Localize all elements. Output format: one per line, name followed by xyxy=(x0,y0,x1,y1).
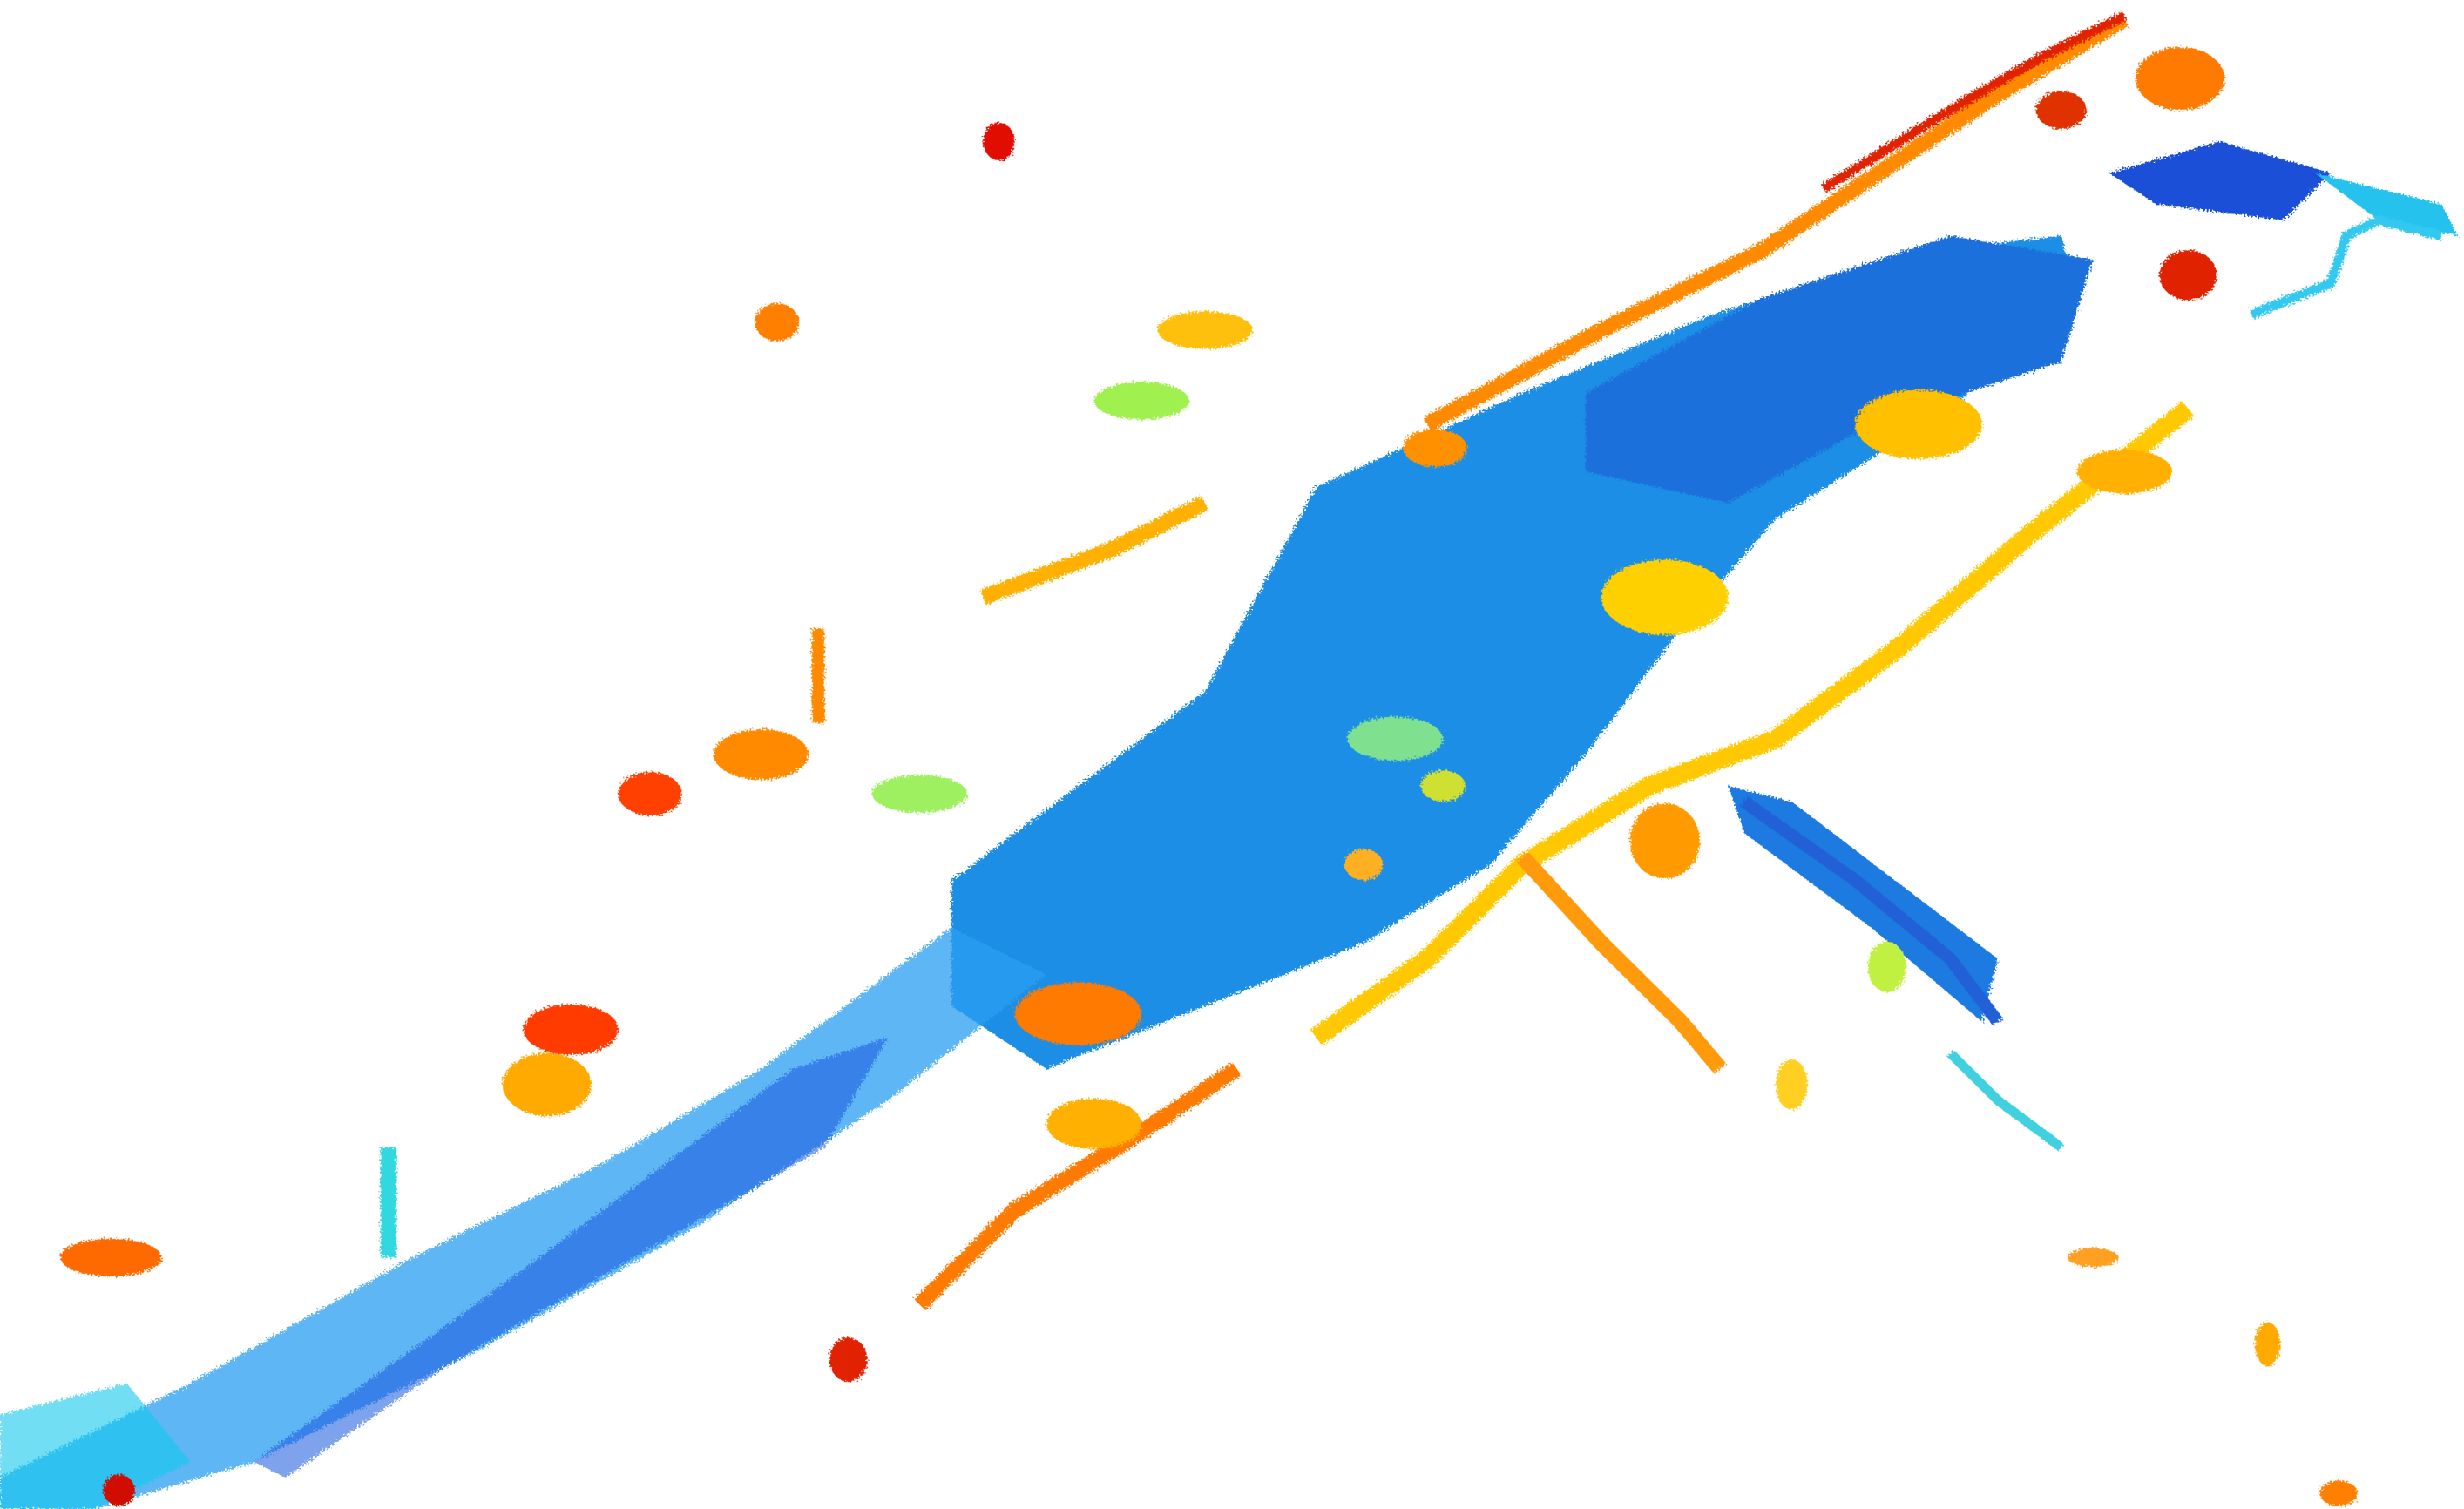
object-orange-left-1 xyxy=(713,729,809,780)
object-red-corner xyxy=(103,1474,135,1506)
curb-left-bottom xyxy=(914,1062,1242,1310)
road-upper-right xyxy=(1585,235,2094,504)
object-green-right-lower xyxy=(1867,941,1906,992)
curb-upper-long-orange xyxy=(1423,11,2129,432)
object-yellow-top-mid xyxy=(1157,311,1253,349)
objects-layer xyxy=(60,47,2359,1506)
object-orange-center-top xyxy=(1403,429,1467,467)
object-red-right xyxy=(2159,249,2217,301)
object-orange-top-left xyxy=(755,303,800,342)
curbs-layer xyxy=(914,11,2443,1310)
object-red-top xyxy=(983,122,1015,161)
object-green-left xyxy=(871,775,968,813)
curb-left-upper xyxy=(980,496,1209,606)
curb-lower-orange xyxy=(1516,851,1727,1074)
object-red-left-2 xyxy=(523,1004,619,1055)
object-orange-far-left xyxy=(60,1238,162,1276)
curb-lower-right-blue xyxy=(1740,796,2003,1026)
object-red-bottom-left xyxy=(829,1337,868,1382)
pole-cyan-left xyxy=(380,1147,396,1258)
crossing-road-right-cyan xyxy=(2314,173,2458,236)
object-orange-right-lower xyxy=(2068,1248,2119,1268)
curb-upper-long-red xyxy=(1820,11,2128,193)
object-green-upper xyxy=(1093,382,1189,420)
object-yellow-right-2 xyxy=(1855,389,1982,459)
curb-right-cyan-fence xyxy=(2250,214,2443,319)
object-red-left-1 xyxy=(618,771,682,816)
ground-layer xyxy=(0,141,2458,1509)
object-yellow-right-1 xyxy=(1601,559,1729,635)
object-orange-right-mid xyxy=(2076,449,2173,494)
pole-right-cyan xyxy=(1946,1049,2065,1152)
object-yellow-right-lower xyxy=(1776,1059,1808,1110)
crossing-road-top-right xyxy=(2109,141,2332,220)
pole-orange-left xyxy=(811,628,825,723)
object-red-top-right xyxy=(2035,91,2087,129)
object-orange-right xyxy=(1629,802,1700,879)
object-yellow-bottom xyxy=(1046,1099,1142,1149)
road-left-dense-blue xyxy=(254,1037,889,1478)
object-orange-left-2 xyxy=(502,1052,592,1116)
object-cluster-center-2 xyxy=(1420,770,1466,802)
object-orange-bottom-right xyxy=(2319,1480,2359,1506)
object-cluster-center-1 xyxy=(1347,716,1444,761)
road-left-sparse xyxy=(0,927,1047,1509)
curb-lower-long-yellow xyxy=(1310,401,2195,1045)
road-left-cyan-edge xyxy=(0,1383,191,1509)
object-orange-left-3 xyxy=(1014,982,1142,1045)
object-cluster-center-3 xyxy=(1344,849,1383,881)
object-orange-far-right xyxy=(2254,1322,2280,1366)
object-orange-top-right xyxy=(2136,47,2225,111)
